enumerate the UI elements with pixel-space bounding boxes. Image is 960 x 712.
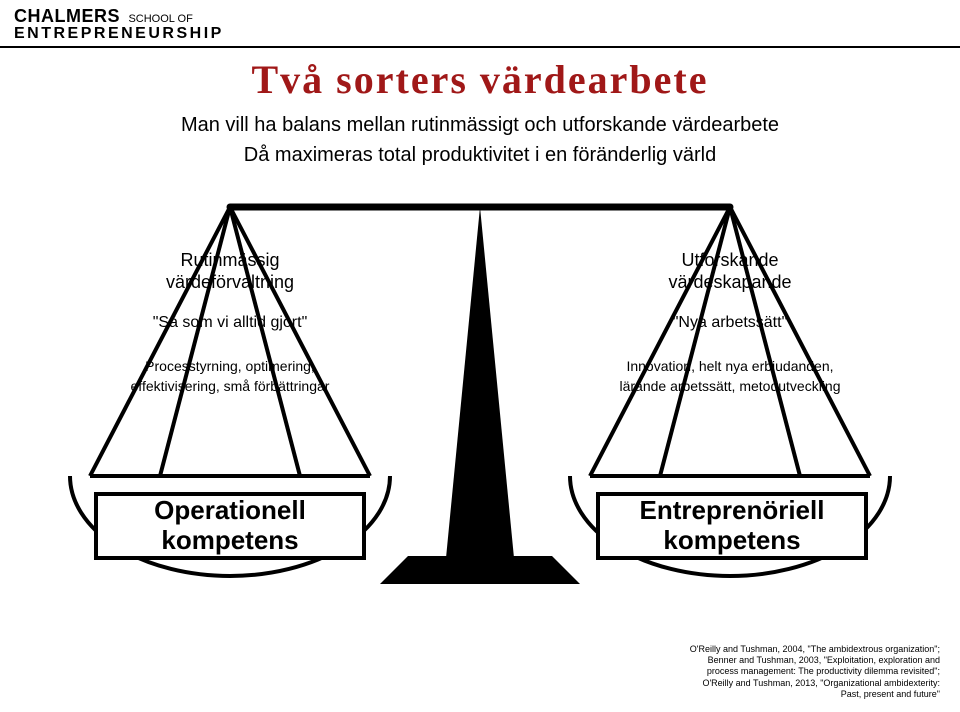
left-comp-2: kompetens [154, 526, 306, 556]
right-competence-box: Entreprenöriell kompetens [596, 492, 868, 560]
right-desc-2: lärande arbetssätt, metodutveckling [580, 378, 880, 394]
left-heading-2: värdeförvaltning [80, 272, 380, 293]
left-quote: "Så som vi alltid gjort" [80, 314, 380, 332]
right-desc-1: Innovation, helt nya erbjudanden, [580, 358, 880, 374]
slide-title: Två sorters värdearbete [0, 56, 960, 103]
references: O'Reilly and Tushman, 2004, "The ambidex… [690, 644, 940, 700]
left-desc-1: Processtyrning, optimering, [80, 358, 380, 374]
left-comp-1: Operationell [154, 496, 306, 526]
balance-scale [0, 0, 960, 712]
left-heading-1: Rutinmässig [80, 250, 380, 271]
left-desc: Processtyrning, optimering, effektiviser… [80, 358, 380, 394]
logo-entrepreneurship: ENTREPRENEURSHIP [14, 25, 224, 43]
reference-line: Past, present and future" [690, 689, 940, 700]
reference-line: O'Reilly and Tushman, 2004, "The ambidex… [690, 644, 940, 655]
reference-line: process management: The productivity dil… [690, 666, 940, 677]
logo-chalmers: CHALMERS [14, 6, 120, 26]
subtitle-line-2: Då maximeras total produktivitet i en fö… [0, 144, 960, 167]
subtitle-line-1: Man vill ha balans mellan rutinmässigt o… [0, 114, 960, 137]
right-comp-1: Entreprenöriell [640, 496, 825, 526]
left-competence-box: Operationell kompetens [94, 492, 366, 560]
right-comp-2: kompetens [640, 526, 825, 556]
left-desc-2: effektivisering, små förbättringar [80, 378, 380, 394]
reference-line: O'Reilly and Tushman, 2013, "Organizatio… [690, 678, 940, 689]
header-divider [0, 46, 960, 48]
right-desc: Innovation, helt nya erbjudanden, lärand… [580, 358, 880, 394]
reference-line: Benner and Tushman, 2003, "Exploitation,… [690, 655, 940, 666]
logo-block: CHALMERS SCHOOL OF ENTREPRENEURSHIP [14, 6, 224, 43]
logo-school-of: SCHOOL OF [128, 13, 192, 25]
right-quote: "Nya arbetssätt" [580, 314, 880, 332]
right-heading-1: Utforskande [580, 250, 880, 271]
right-heading-2: värdeskapande [580, 272, 880, 293]
